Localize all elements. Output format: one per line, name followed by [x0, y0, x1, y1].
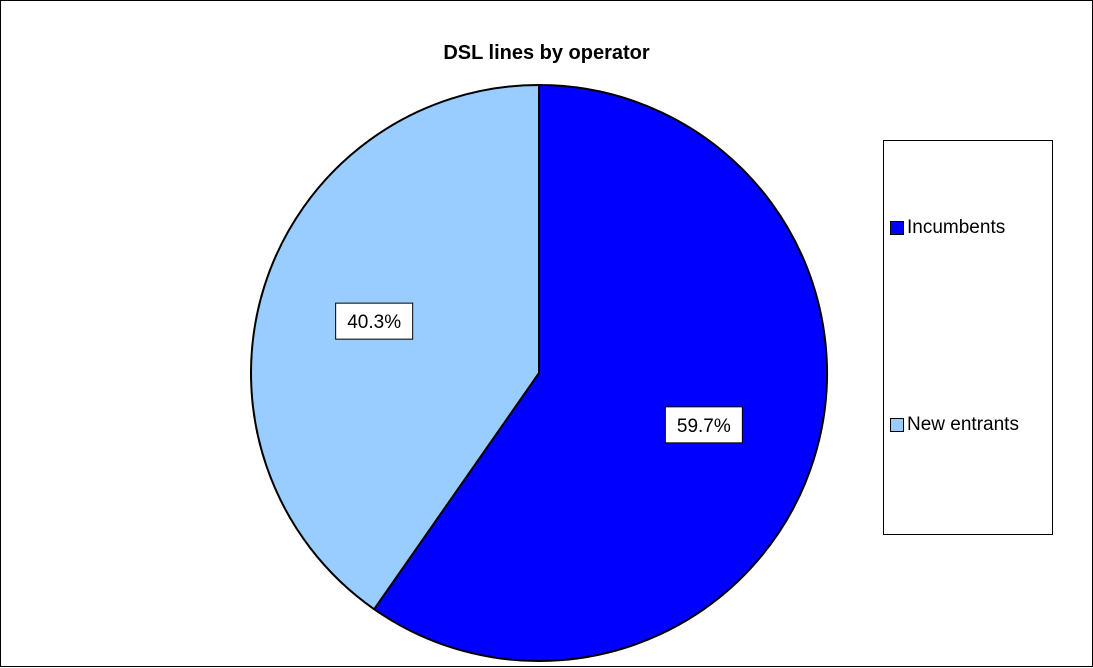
chart-title: DSL lines by operator	[443, 42, 650, 64]
legend-swatch-incumbents	[890, 221, 904, 235]
data-label-text-incumbents: 59.7%	[677, 416, 731, 437]
pie-slice-new-entrants	[250, 83, 540, 611]
legend-label-incumbents: Incumbents	[907, 217, 1006, 238]
data-label-box-new-entrants	[335, 302, 414, 340]
data-label-incumbents: 59.7%	[664, 406, 743, 444]
pie-slice-incumbents	[372, 83, 828, 662]
data-label-box-incumbents	[664, 406, 743, 444]
legend-swatch-new-entrants	[890, 418, 904, 432]
legend-item-incumbents: Incumbents	[890, 217, 1005, 239]
legend: Incumbents New entrants	[883, 140, 1053, 535]
data-label-new-entrants: 40.3%	[335, 302, 414, 340]
legend-item-new-entrants: New entrants	[890, 414, 1019, 436]
data-label-text-new-entrants: 40.3%	[347, 312, 401, 333]
legend-label-new-entrants: New entrants	[907, 414, 1019, 435]
